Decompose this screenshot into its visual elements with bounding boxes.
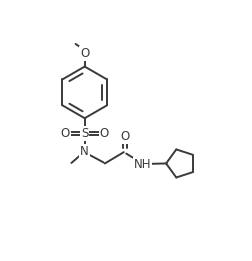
Text: O: O	[80, 47, 89, 60]
Text: NH: NH	[134, 158, 151, 171]
Text: O: O	[120, 130, 129, 143]
Text: S: S	[81, 127, 88, 140]
Text: O: O	[60, 127, 69, 140]
Text: O: O	[99, 127, 109, 140]
Text: N: N	[80, 145, 89, 158]
